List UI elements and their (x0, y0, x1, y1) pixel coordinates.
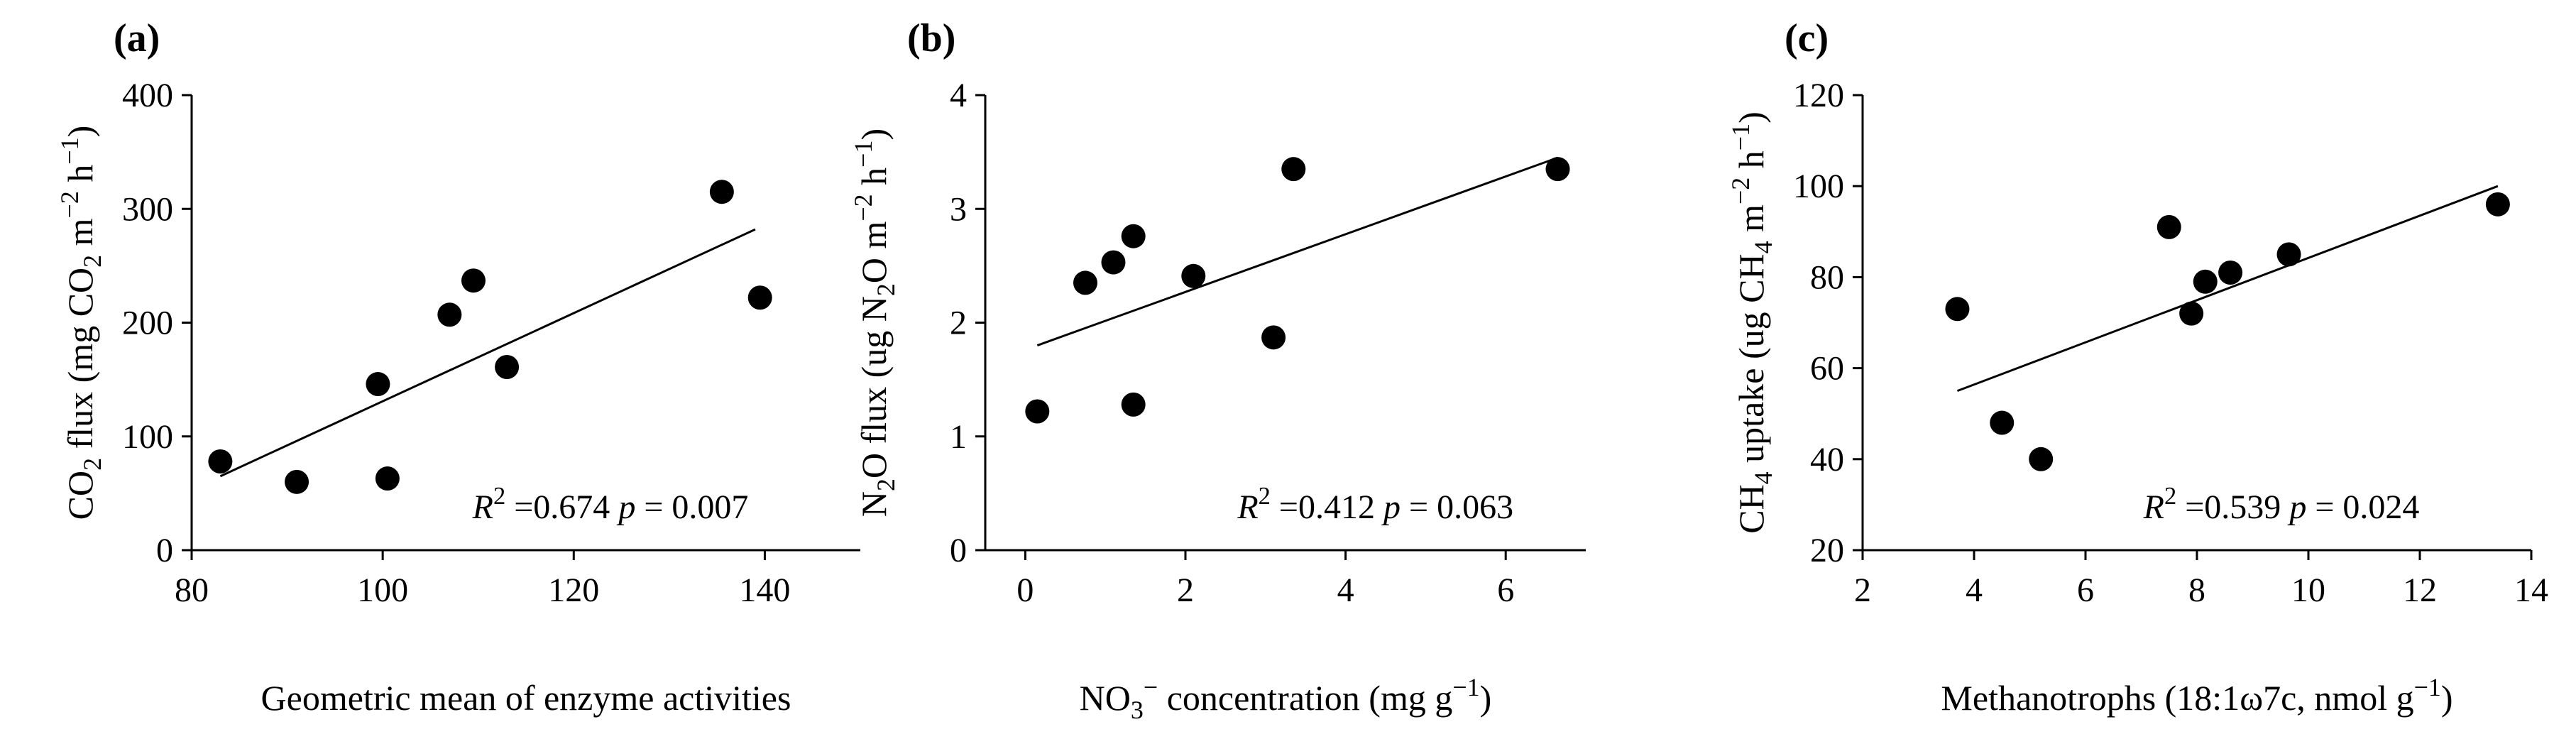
trend-line (1956, 185, 2499, 393)
stat-annotation: R2 =0.412 p = 0.063 (1237, 483, 1513, 526)
x-tick-label: 12 (2403, 571, 2437, 609)
x-tick-label: 14 (2514, 571, 2548, 609)
y-tick-label: 400 (122, 77, 173, 114)
x-tick-label: 140 (739, 571, 790, 609)
trend-line (1036, 156, 1559, 346)
x-tick-label: 4 (1337, 571, 1354, 609)
stat-annotation: R2 =0.674 p = 0.007 (472, 483, 749, 526)
y-tick-label: 100 (1793, 168, 1844, 205)
x-tick-label: 10 (2291, 571, 2325, 609)
y-tick-label: 80 (1810, 258, 1844, 296)
panel-label: (a) (114, 16, 160, 60)
data-point (366, 372, 390, 397)
y-tick-label: 0 (950, 532, 967, 569)
y-tick-label: 2 (950, 305, 967, 342)
panel-label: (c) (1785, 16, 1829, 60)
x-tick-label: 0 (1016, 571, 1034, 609)
y-tick-label: 300 (122, 190, 173, 228)
y-tick-label: 3 (950, 190, 967, 228)
y-axis-title: CH4 uptake (ug CH4 m−2 h−1) (1726, 111, 1777, 534)
stat-annotation: R2 =0.539 p = 0.024 (2143, 483, 2420, 526)
data-point (1121, 392, 1146, 417)
x-tick-label: 120 (548, 571, 599, 609)
data-point (2193, 269, 2218, 294)
panel-c: (c) 20 40 60 80 100 120 2 4 6 8 10 12 14 R2 =0.539 p =… (1726, 16, 2548, 718)
data-point (1121, 224, 1146, 248)
x-tick-label: 8 (2188, 571, 2205, 609)
y-tick-label: 200 (122, 305, 173, 342)
data-point (2218, 260, 2243, 285)
data-point (495, 354, 520, 379)
data-point (1073, 270, 1097, 295)
y-tick-label: 4 (950, 77, 967, 114)
data-point (709, 180, 734, 204)
x-tick-label: 2 (1854, 571, 1871, 609)
x-tick-label: 6 (2077, 571, 2094, 609)
y-axis-title: CO2 flux (mg CO2 m−2 h−1) (55, 126, 106, 520)
data-point (1181, 263, 1206, 288)
y-tick-label: 120 (1793, 77, 1844, 114)
data-point (375, 466, 400, 491)
data-point (2276, 242, 2301, 267)
y-tick-label: 1 (950, 418, 967, 456)
panel-b: (b) 0 1 2 3 4 0 2 4 6 R2 =0.412 p = 0.063 NO3− conc… (849, 16, 1586, 724)
y-tick-label: 40 (1810, 441, 1844, 478)
y-tick-label: 100 (122, 418, 173, 456)
x-axis-title: Geometric mean of enzyme activities (261, 678, 791, 718)
data-point (2179, 301, 2204, 326)
x-tick-label: 80 (175, 571, 209, 609)
trend-line (219, 228, 756, 478)
data-point (2156, 214, 2181, 239)
data-point (1025, 399, 1050, 424)
x-axis-title: NO3− concentration (mg g−1) (1080, 673, 1492, 724)
data-point (1281, 157, 1306, 182)
x-tick-label: 100 (357, 571, 408, 609)
data-point (2029, 447, 2054, 471)
x-tick-label: 6 (1497, 571, 1514, 609)
data-point (208, 449, 233, 474)
data-point (747, 285, 772, 310)
data-point (1945, 297, 1970, 322)
y-tick-label: 0 (156, 532, 173, 569)
data-point (1101, 250, 1126, 275)
panel-label: (b) (907, 16, 955, 60)
data-point (437, 302, 462, 327)
data-point (1990, 410, 2015, 435)
y-tick-label: 20 (1810, 532, 1844, 569)
y-tick-label: 60 (1810, 350, 1844, 388)
x-axis-title: Methanotrophs (18:1ω7c, nmol g−1) (1941, 673, 2452, 718)
x-tick-label: 4 (1966, 571, 1983, 609)
data-point (461, 268, 486, 293)
data-point (1261, 325, 1286, 350)
data-point (285, 469, 309, 494)
x-tick-label: 2 (1177, 571, 1194, 609)
data-point (2485, 192, 2510, 217)
y-axis-title: N2O flux (ug N2O m−2 h−1) (849, 128, 900, 517)
data-point (1545, 157, 1570, 182)
panel-a: (a) 0 100 200 300 400 80 100 120 140 R2 =0.674 p =… (55, 16, 860, 718)
